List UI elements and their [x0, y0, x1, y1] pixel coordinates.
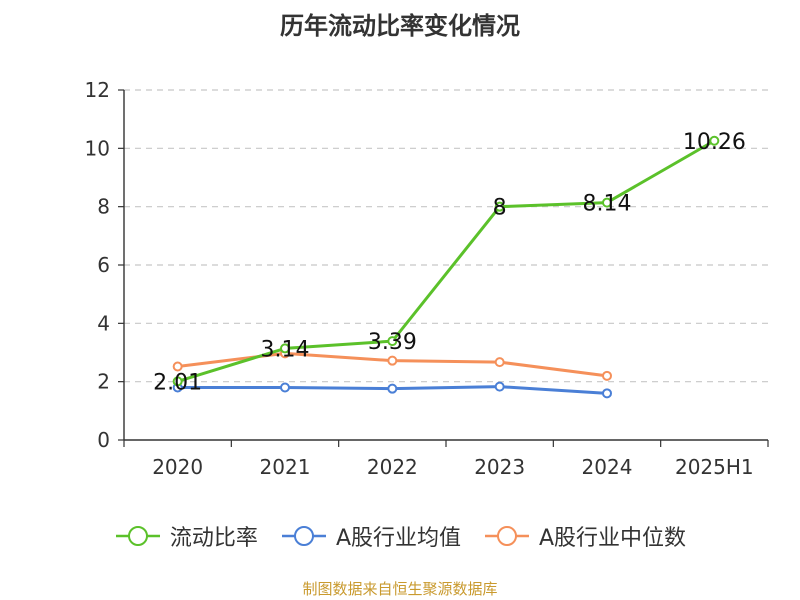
data-label: 3.39	[368, 330, 417, 355]
y-tick-label: 8	[97, 195, 110, 219]
data-point	[602, 370, 612, 381]
legend-label: A股行业均值	[335, 526, 461, 551]
legend-item[interactable]: 流动比率	[114, 520, 258, 552]
data-label: 3.14	[261, 337, 310, 362]
data-point	[602, 388, 612, 399]
legend-marker	[293, 526, 314, 546]
data-point	[280, 382, 290, 393]
source-note: 制图数据来自恒生聚源数据库	[302, 580, 498, 598]
data-labels: 2.01 3.14 3.39 8 8.14 10.26	[153, 130, 746, 396]
y-tick-label: 2	[97, 370, 110, 394]
legend: 流动比率 A股行业均值 A股行业中位数	[0, 520, 800, 552]
legend-swatch-icon	[485, 526, 529, 546]
y-tick-label: 10	[85, 136, 110, 160]
legend-label: 流动比率	[169, 526, 258, 551]
x-tick-label: 2025H1	[675, 455, 754, 479]
series-line	[177, 139, 716, 383]
data-point	[602, 197, 612, 208]
data-point	[280, 343, 290, 354]
legend-marker	[497, 526, 517, 546]
legend-swatch-icon	[115, 526, 160, 546]
data-point	[387, 383, 398, 394]
x-tick-label: 2020	[152, 455, 203, 479]
data-point	[387, 336, 398, 347]
data-point	[172, 361, 183, 372]
y-tick-label: 4	[97, 311, 110, 335]
legend-label: A股行业中位数	[539, 526, 687, 551]
data-label: 2.01	[153, 370, 202, 395]
data-point	[494, 201, 505, 212]
y-tick-label: 0	[97, 428, 110, 452]
y-tick-label: 12	[85, 78, 110, 102]
data-point	[387, 355, 398, 366]
x-tick-label: 2022	[367, 455, 418, 479]
legend-swatch-icon	[281, 526, 326, 546]
legend-item[interactable]: A股行业均值	[280, 520, 461, 552]
data-label: 8	[493, 196, 507, 221]
data-point	[494, 357, 505, 368]
chart-title: 历年流动比率变化情况	[280, 12, 520, 40]
data-point	[709, 135, 720, 146]
data-point	[494, 381, 505, 392]
axes: 0 2 4 6 8 10 12 2020 2021 2022 2023 2024 2025H1	[85, 78, 769, 479]
data-label: 10.26	[683, 130, 746, 155]
x-tick-label: 2021	[260, 455, 311, 479]
x-tick-label: 2024	[582, 455, 633, 479]
legend-item[interactable]: A股行业中位数	[483, 520, 686, 552]
series-lines	[172, 135, 720, 399]
x-tick-label: 2023	[474, 455, 525, 479]
grid	[124, 89, 768, 383]
legend-marker	[127, 526, 148, 546]
data-point	[172, 376, 183, 387]
y-tick-label: 6	[97, 253, 110, 277]
data-label: 8.14	[583, 192, 632, 217]
